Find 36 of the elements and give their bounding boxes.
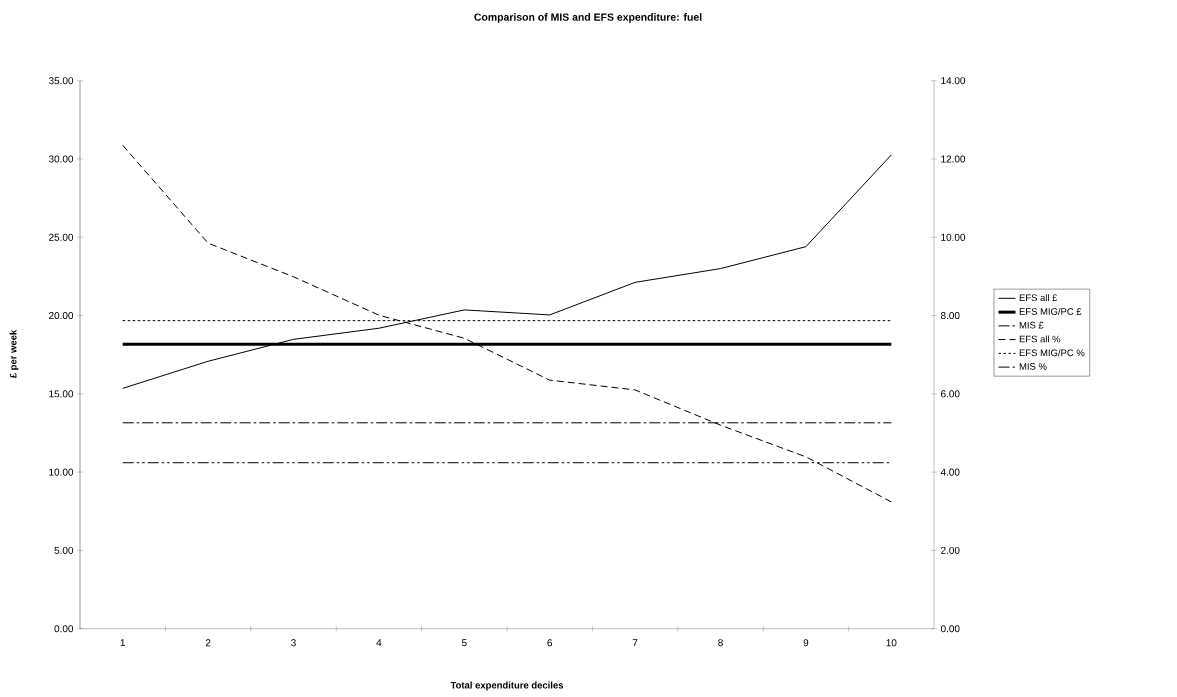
y-tick-label: 30.00 [48,155,74,163]
y-tick-label: 5.00 [54,546,74,554]
legend-label: MIS % [1019,363,1047,370]
x-tick-label: 5 [461,639,467,647]
y-tick-label: 15.00 [49,390,74,398]
y-tick-label: 25.00 [49,233,74,241]
x-tick-label: 6 [547,639,553,647]
x-tick-label: 1 [120,639,125,647]
x-axis-title: Total expenditure deciles [450,681,564,691]
x-tick-label: 9 [803,639,809,647]
y2-tick-label: 8.00 [940,312,960,320]
y-tick-label: 35.00 [48,77,74,85]
x-tick-label: 10 [886,639,897,647]
y2-tick-label: 2.00 [941,546,960,554]
x-tick-label: 8 [718,639,723,647]
line-series [122,144,892,503]
legend-label: EFS MIG/PC £ [1019,307,1082,315]
y2-tick-label: 14.00 [941,77,966,85]
y2-tick-label: 4.00 [940,468,960,476]
x-tick-label: 7 [632,639,638,647]
y2-tick-label: 0.00 [940,625,960,633]
y2-tick-label: 6.00 [941,390,960,398]
chart-title: Comparison of MIS and EFS expenditure: fuel [474,13,702,23]
legend-label: MIS £ [1019,321,1044,329]
legend-label: EFS all % [1019,335,1061,343]
legend-label: EFS MIG/PC % [1019,349,1085,357]
legend-label: EFS all £ [1019,294,1058,302]
y-tick-label: 20.00 [49,312,74,320]
x-tick-label: 2 [205,639,211,647]
y-tick-label: 10.00 [49,468,74,476]
x-tick-label: 4 [376,639,382,647]
x-tick-label: 3 [291,639,296,647]
y-tick-label: 0.00 [54,625,74,633]
y-axis-title: £ per week [9,329,19,379]
y2-tick-label: 12.00 [941,155,966,163]
y2-tick-label: 10.00 [941,233,966,241]
